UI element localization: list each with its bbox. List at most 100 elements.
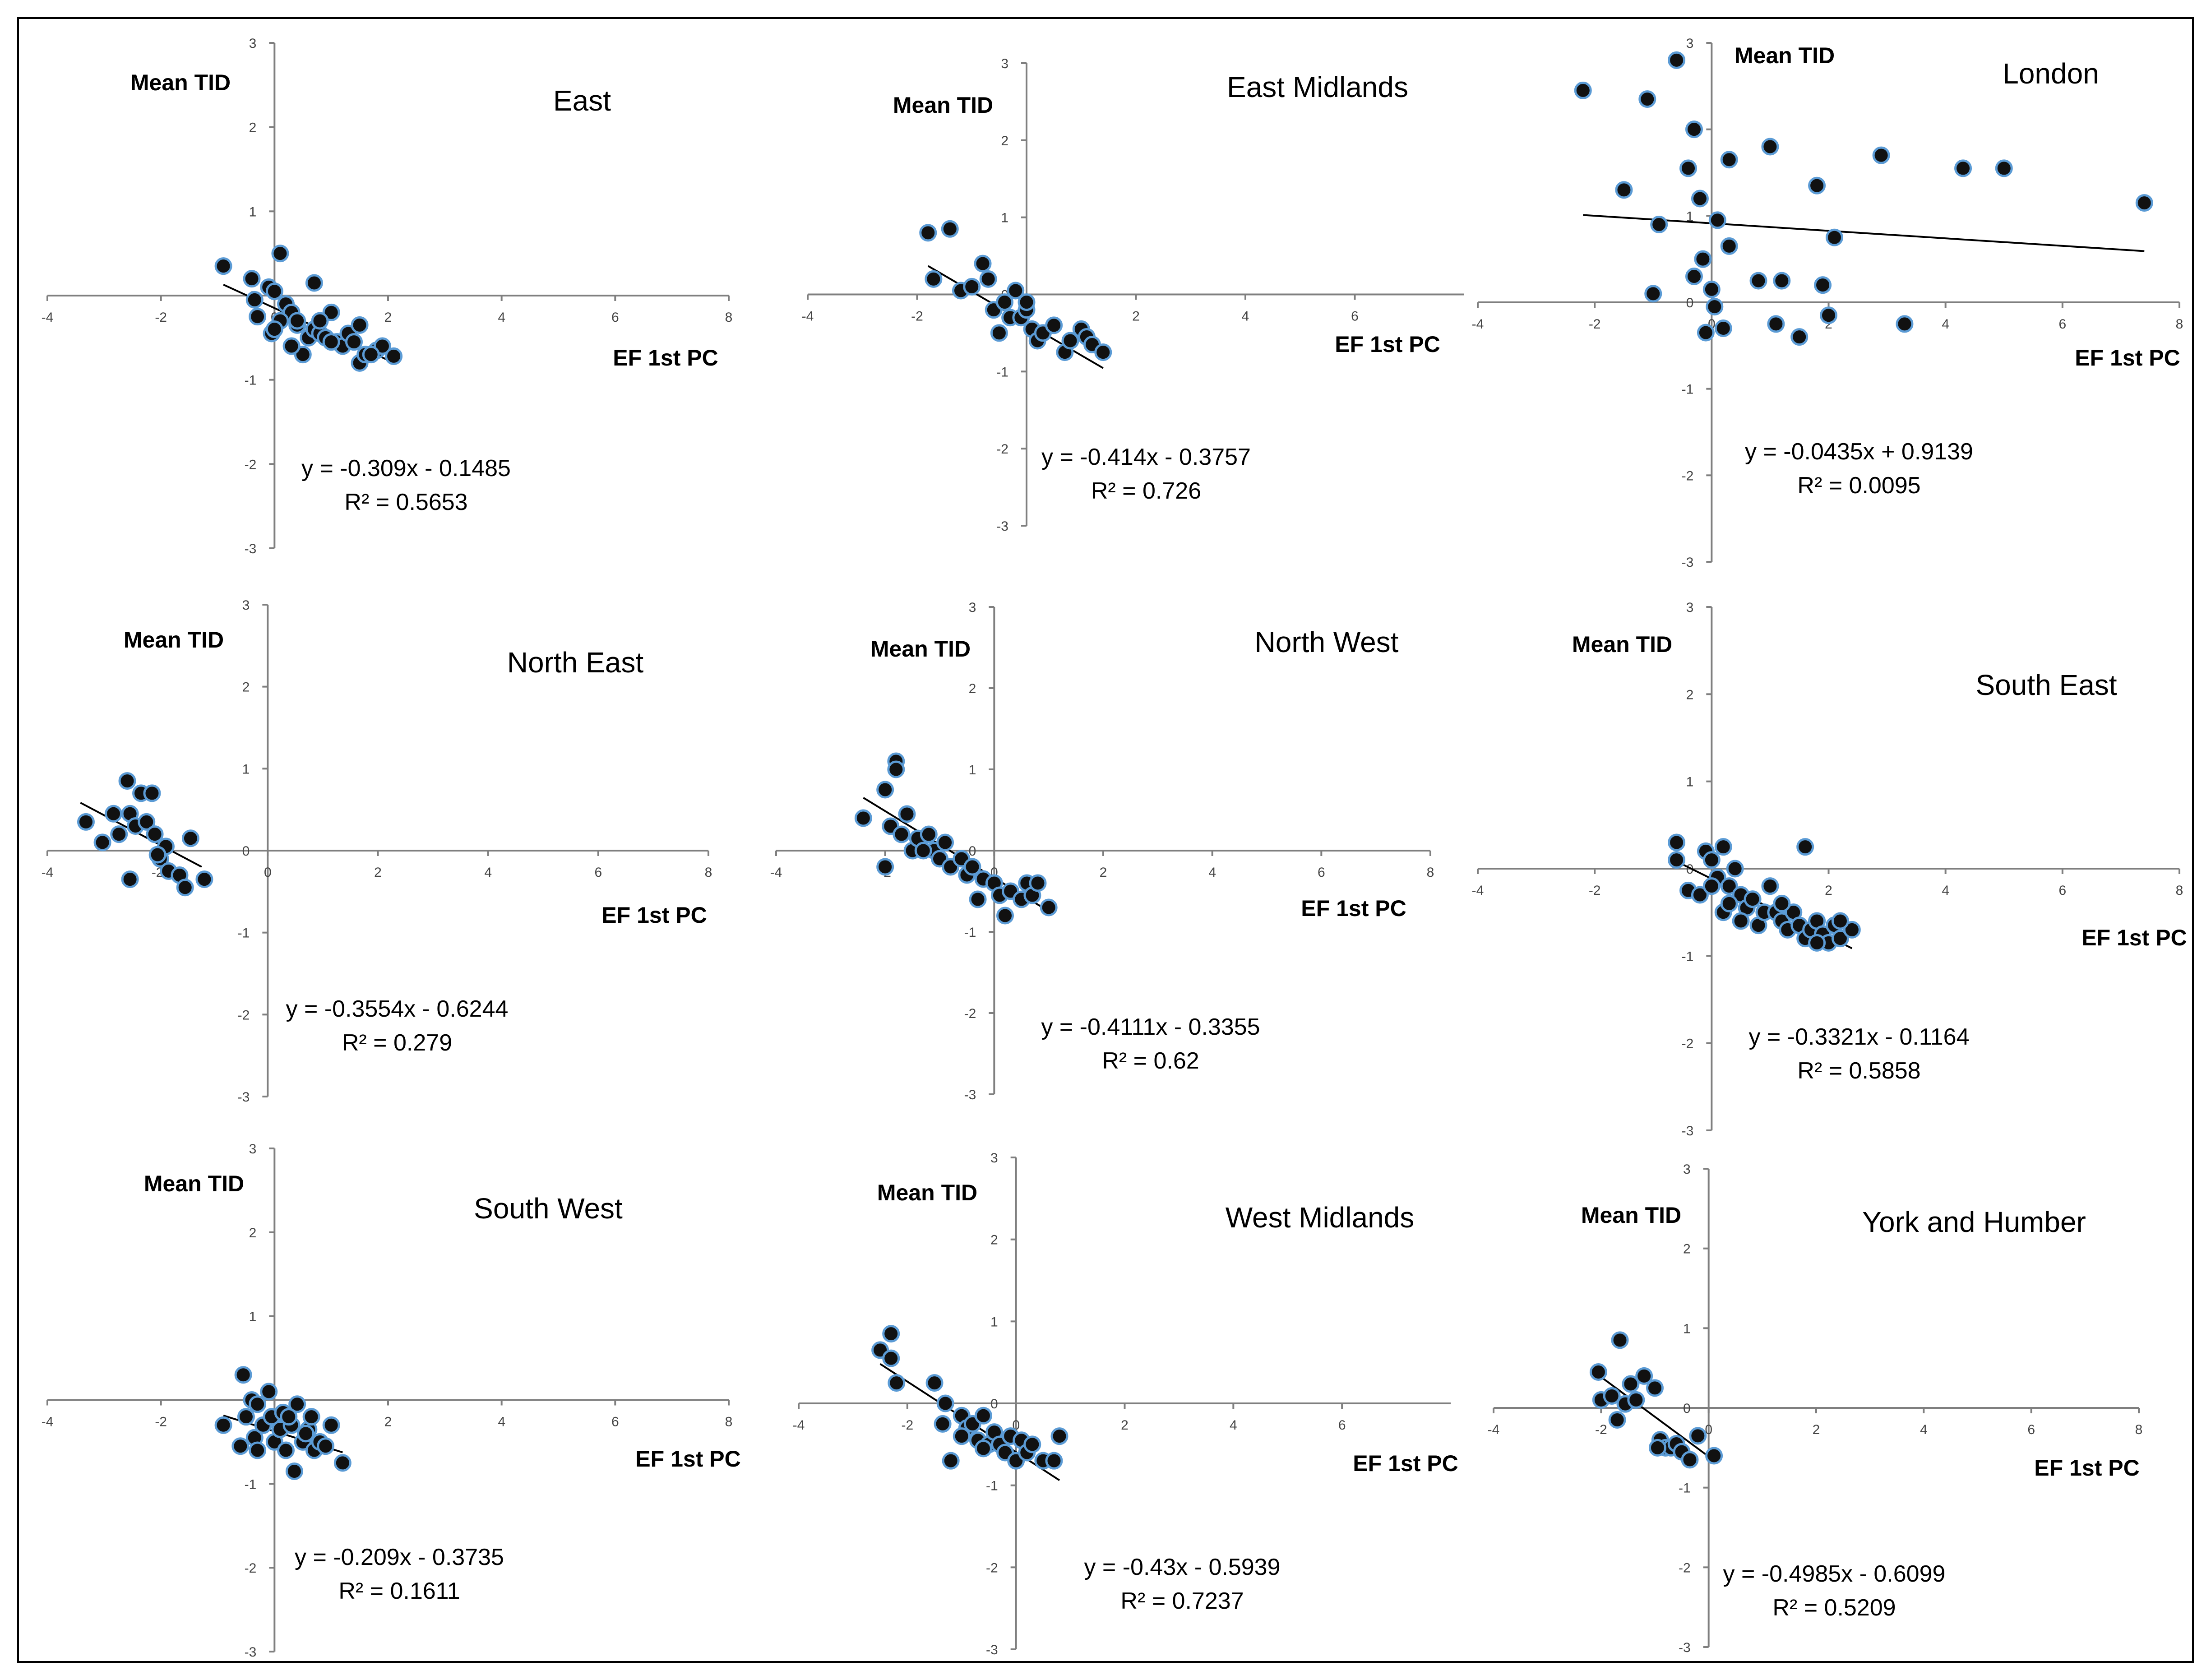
data-point — [1702, 877, 1721, 895]
x-axis-label: EF 1st PC — [1335, 332, 1440, 357]
y-tick-label: 2 — [969, 681, 976, 696]
data-point — [1705, 1447, 1723, 1465]
data-point — [1843, 921, 1861, 939]
data-point — [1720, 894, 1738, 912]
data-point — [1627, 1391, 1645, 1409]
data-point — [963, 278, 981, 296]
data-point — [1831, 912, 1849, 930]
data-point — [1681, 1451, 1699, 1469]
y-axis-label: Mean TID — [893, 93, 993, 118]
data-point — [317, 1437, 335, 1455]
data-point — [1694, 250, 1712, 268]
y-tick-label: 0 — [969, 844, 976, 859]
data-point — [1648, 1439, 1666, 1457]
data-point — [260, 1383, 278, 1401]
data-point — [1872, 146, 1890, 164]
x-tick-label: -2 — [1589, 883, 1601, 898]
y-tick-label: -2 — [964, 1006, 976, 1021]
data-point — [249, 308, 267, 326]
data-point — [105, 805, 122, 823]
x-tick-label: -2 — [911, 309, 923, 324]
y-tick-label: 3 — [1686, 600, 1694, 615]
data-point — [282, 337, 301, 355]
data-point — [1702, 851, 1721, 869]
data-point — [277, 1441, 295, 1459]
panel-title: West Midlands — [1226, 1201, 1415, 1234]
data-point — [1773, 894, 1791, 912]
y-tick-label: 1 — [1686, 775, 1694, 790]
y-tick-label: 3 — [1001, 56, 1008, 71]
data-point — [882, 1325, 900, 1343]
data-point — [271, 245, 289, 263]
y-tick-label: 1 — [249, 1310, 257, 1324]
r-squared: R² = 0.1611 — [338, 1578, 460, 1604]
data-point — [1574, 81, 1592, 99]
y-tick-label: 3 — [249, 1142, 257, 1157]
y-tick-label: -2 — [996, 442, 1008, 457]
data-point — [1685, 268, 1703, 285]
y-axis-label: Mean TID — [144, 1171, 244, 1196]
data-point — [181, 829, 199, 847]
data-point — [1749, 272, 1767, 290]
data-point — [243, 270, 261, 288]
r-squared: R² = 0.726 — [1091, 478, 1201, 504]
data-point — [1720, 877, 1738, 895]
r-squared: R² = 0.62 — [1102, 1048, 1199, 1074]
x-tick-label: 2 — [1813, 1422, 1820, 1437]
x-tick-label: -4 — [42, 865, 54, 880]
panel-title: East — [553, 84, 611, 117]
y-tick-label: -3 — [964, 1088, 976, 1102]
x-tick-label: 4 — [1242, 309, 1249, 324]
y-tick-label: -1 — [1682, 382, 1694, 397]
data-point — [1029, 874, 1047, 892]
y-tick-label: -1 — [245, 373, 257, 388]
data-point — [322, 1416, 340, 1434]
y-tick-label: -3 — [245, 541, 257, 556]
data-point — [979, 270, 997, 288]
y-tick-label: 2 — [1686, 687, 1694, 702]
data-point — [1668, 833, 1686, 852]
x-tick-label: 8 — [2176, 883, 2183, 898]
y-tick-label: -1 — [1682, 949, 1694, 964]
x-tick-label: 6 — [611, 310, 619, 325]
data-point — [936, 1394, 954, 1412]
data-point — [1018, 293, 1036, 311]
data-point — [1808, 934, 1826, 952]
data-point — [1094, 343, 1112, 361]
y-tick-label: 2 — [249, 1226, 257, 1240]
x-tick-label: -2 — [155, 1415, 167, 1430]
y-tick-label: 0 — [1686, 862, 1694, 877]
trendline — [1583, 214, 2145, 252]
data-point — [1589, 1363, 1607, 1381]
data-point — [1714, 319, 1732, 337]
r-squared: R² = 0.279 — [342, 1030, 452, 1056]
regression-equation: y = -0.4111x - 0.3355 — [1041, 1014, 1260, 1040]
trendline — [1595, 1372, 1715, 1462]
data-point — [373, 337, 391, 355]
y-tick-label: 0 — [242, 844, 250, 859]
data-point — [1644, 285, 1662, 303]
data-point — [1045, 316, 1063, 334]
y-tick-label: 0 — [1686, 296, 1694, 310]
data-point — [385, 347, 403, 365]
data-point — [1635, 1367, 1653, 1385]
data-point — [362, 346, 380, 364]
x-tick-label: 8 — [1427, 865, 1434, 880]
regression-equation: y = -0.0435x + 0.9139 — [1745, 439, 1973, 465]
y-tick-label: 2 — [990, 1233, 998, 1248]
data-point — [148, 846, 167, 864]
y-tick-label: -3 — [245, 1645, 257, 1660]
x-tick-label: 8 — [725, 310, 733, 325]
data-point — [333, 1454, 352, 1472]
y-tick-label: 2 — [249, 120, 257, 135]
r-squared: R² = 0.0095 — [1797, 472, 1920, 499]
data-point — [249, 1395, 267, 1413]
data-point — [265, 320, 283, 338]
panel-title: North West — [1255, 626, 1399, 658]
data-point — [214, 257, 232, 275]
x-tick-label: 2 — [384, 1415, 392, 1430]
y-axis-label: Mean TID — [130, 70, 231, 95]
